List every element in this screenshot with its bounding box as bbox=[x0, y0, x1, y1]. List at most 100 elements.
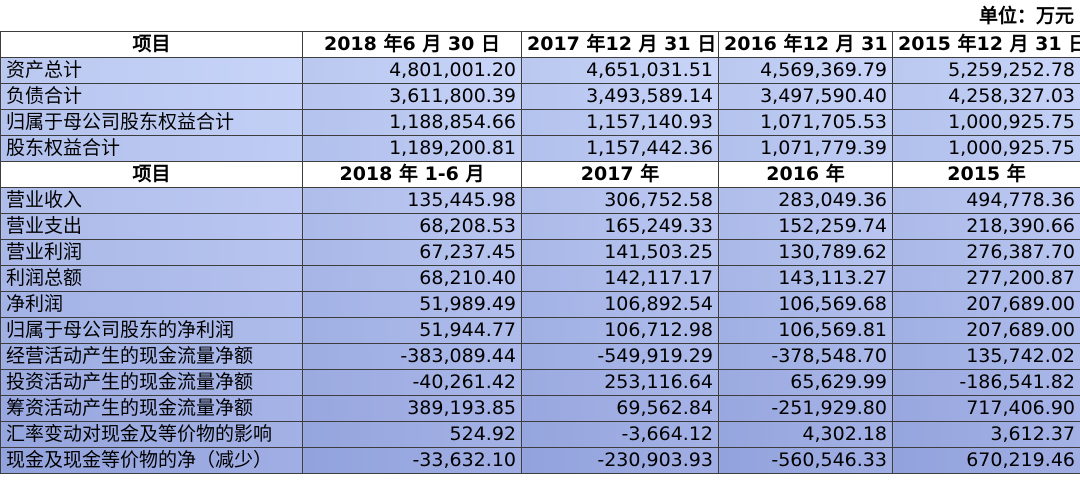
financial-table-body: 项目 2018 年6 月 30 日 2017 年12 月 31 日 2016 年12 … bbox=[0, 31, 1080, 474]
value-cell: 277,200.87 bbox=[892, 265, 1080, 292]
balance-sheet-header-cell: 2017 年12 月 31 日 bbox=[521, 31, 719, 58]
balance-sheet-header-row: 项目 2018 年6 月 30 日 2017 年12 月 31 日 2016 年12 … bbox=[0, 31, 1080, 58]
value-cell: 5,259,252.78 bbox=[892, 57, 1080, 84]
balance-sheet-header-cell: 2016 年12 月 31 日 bbox=[718, 31, 893, 58]
income-statement-header-cell: 2015 年 bbox=[892, 161, 1080, 188]
value-cell: 51,944.77 bbox=[302, 317, 522, 344]
row-label: 经营活动产生的现金流量净额 bbox=[0, 343, 303, 370]
table-row: 归属于母公司股东权益合计 1,188,854.66 1,157,140.93 1,07… bbox=[0, 109, 1080, 136]
value-cell: 1,071,705.53 bbox=[718, 109, 893, 136]
value-cell: 69,562.84 bbox=[521, 395, 719, 422]
value-cell: 1,000,925.75 bbox=[892, 109, 1080, 136]
financial-table: 项目 2018 年6 月 30 日 2017 年12 月 31 日 2016 年12 … bbox=[0, 31, 1080, 474]
value-cell: 494,778.36 bbox=[892, 187, 1080, 214]
income-statement-header-row: 项目 2018 年 1-6 月 2017 年 2016 年 2015 年 bbox=[0, 161, 1080, 188]
value-cell: 283,049.36 bbox=[718, 187, 893, 214]
value-cell: 1,000,925.75 bbox=[892, 135, 1080, 162]
value-cell: 389,193.85 bbox=[302, 395, 522, 422]
income-statement-header-cell: 2016 年 bbox=[718, 161, 893, 188]
value-cell: 3,497,590.40 bbox=[718, 83, 893, 110]
value-cell: 276,387.70 bbox=[892, 239, 1080, 266]
value-cell: 1,071,779.39 bbox=[718, 135, 893, 162]
table-row: 归属于母公司股东的净利润 51,944.77 106,712.98 106,569.8… bbox=[0, 317, 1080, 344]
value-cell: 4,569,369.79 bbox=[718, 57, 893, 84]
row-label: 净利润 bbox=[0, 291, 303, 318]
value-cell: 207,689.00 bbox=[892, 317, 1080, 344]
table-row: 营业利润 67,237.45 141,503.25 130,789.62 276,387… bbox=[0, 239, 1080, 266]
value-cell: 1,157,140.93 bbox=[521, 109, 719, 136]
value-cell: -251,929.80 bbox=[718, 395, 893, 422]
value-cell: 3,612.37 bbox=[892, 421, 1080, 448]
row-label: 归属于母公司股东的净利润 bbox=[0, 317, 303, 344]
value-cell: 717,406.90 bbox=[892, 395, 1080, 422]
table-row: 净利润 51,989.49 106,892.54 106,569.68 207,689.… bbox=[0, 291, 1080, 318]
row-label: 负债合计 bbox=[0, 83, 303, 110]
balance-sheet-header-cell: 项目 bbox=[0, 31, 303, 58]
table-row: 负债合计 3,611,800.39 3,493,589.14 3,497,590.40… bbox=[0, 83, 1080, 110]
value-cell: 130,789.62 bbox=[718, 239, 893, 266]
row-label: 投资活动产生的现金流量净额 bbox=[0, 369, 303, 396]
row-label: 营业支出 bbox=[0, 213, 303, 240]
row-label: 资产总计 bbox=[0, 57, 303, 84]
table-row: 汇率变动对现金及等价物的影响 524.92 -3,664.12 4,302.18 3,6… bbox=[0, 421, 1080, 448]
value-cell: -560,546.33 bbox=[718, 447, 893, 474]
value-cell: 135,445.98 bbox=[302, 187, 522, 214]
balance-sheet-header-cell: 2018 年6 月 30 日 bbox=[302, 31, 522, 58]
value-cell: 4,258,327.03 bbox=[892, 83, 1080, 110]
value-cell: 1,189,200.81 bbox=[302, 135, 522, 162]
value-cell: 68,210.40 bbox=[302, 265, 522, 292]
value-cell: 3,611,800.39 bbox=[302, 83, 522, 110]
table-row: 经营活动产生的现金流量净额 -383,089.44 -549,919.29 -378,… bbox=[0, 343, 1080, 370]
value-cell: 4,651,031.51 bbox=[521, 57, 719, 84]
value-cell: 524.92 bbox=[302, 421, 522, 448]
value-cell: 3,493,589.14 bbox=[521, 83, 719, 110]
table-row: 营业支出 68,208.53 165,249.33 152,259.74 218,390… bbox=[0, 213, 1080, 240]
value-cell: 1,157,442.36 bbox=[521, 135, 719, 162]
unit-label: 单位：万元 bbox=[978, 5, 1074, 27]
row-label: 汇率变动对现金及等价物的影响 bbox=[0, 421, 303, 448]
value-cell: 65,629.99 bbox=[718, 369, 893, 396]
value-cell: 106,569.68 bbox=[718, 291, 893, 318]
table-row: 投资活动产生的现金流量净额 -40,261.42 253,116.64 65,629.… bbox=[0, 369, 1080, 396]
value-cell: -33,632.10 bbox=[302, 447, 522, 474]
value-cell: 106,712.98 bbox=[521, 317, 719, 344]
value-cell: 106,892.54 bbox=[521, 291, 719, 318]
income-statement-header-cell: 2017 年 bbox=[521, 161, 719, 188]
value-cell: 253,116.64 bbox=[521, 369, 719, 396]
income-statement-header-cell: 2018 年 1-6 月 bbox=[302, 161, 522, 188]
value-cell: -40,261.42 bbox=[302, 369, 522, 396]
table-row: 营业收入 135,445.98 306,752.58 283,049.36 494,77… bbox=[0, 187, 1080, 214]
value-cell: -3,664.12 bbox=[521, 421, 719, 448]
row-label: 现金及现金等价物的净（减少） bbox=[0, 447, 303, 474]
value-cell: 152,259.74 bbox=[718, 213, 893, 240]
value-cell: 207,689.00 bbox=[892, 291, 1080, 318]
row-label: 股东权益合计 bbox=[0, 135, 303, 162]
row-label: 利润总额 bbox=[0, 265, 303, 292]
value-cell: 143,113.27 bbox=[718, 265, 893, 292]
row-label: 归属于母公司股东权益合计 bbox=[0, 109, 303, 136]
value-cell: 51,989.49 bbox=[302, 291, 522, 318]
value-cell: 142,117.17 bbox=[521, 265, 719, 292]
row-label: 营业收入 bbox=[0, 187, 303, 214]
row-label: 营业利润 bbox=[0, 239, 303, 266]
table-row: 利润总额 68,210.40 142,117.17 143,113.27 277,200… bbox=[0, 265, 1080, 292]
table-row: 股东权益合计 1,189,200.81 1,157,442.36 1,071,779.… bbox=[0, 135, 1080, 162]
table-row: 资产总计 4,801,001.20 4,651,031.51 4,569,369.79… bbox=[0, 57, 1080, 84]
value-cell: -230,903.93 bbox=[521, 447, 719, 474]
table-row: 现金及现金等价物的净（减少） -33,632.10 -230,903.93 -560,… bbox=[0, 447, 1080, 474]
value-cell: 141,503.25 bbox=[521, 239, 719, 266]
value-cell: -549,919.29 bbox=[521, 343, 719, 370]
value-cell: 4,801,001.20 bbox=[302, 57, 522, 84]
value-cell: -186,541.82 bbox=[892, 369, 1080, 396]
value-cell: 670,219.46 bbox=[892, 447, 1080, 474]
row-label: 筹资活动产生的现金流量净额 bbox=[0, 395, 303, 422]
value-cell: 4,302.18 bbox=[718, 421, 893, 448]
value-cell: 106,569.81 bbox=[718, 317, 893, 344]
value-cell: 165,249.33 bbox=[521, 213, 719, 240]
income-statement-header-cell: 项目 bbox=[0, 161, 303, 188]
value-cell: 1,188,854.66 bbox=[302, 109, 522, 136]
table-row: 筹资活动产生的现金流量净额 389,193.85 69,562.84 -251,929… bbox=[0, 395, 1080, 422]
value-cell: 218,390.66 bbox=[892, 213, 1080, 240]
balance-sheet-header-cell: 2015 年12 月 31 日 bbox=[892, 31, 1080, 58]
value-cell: 68,208.53 bbox=[302, 213, 522, 240]
